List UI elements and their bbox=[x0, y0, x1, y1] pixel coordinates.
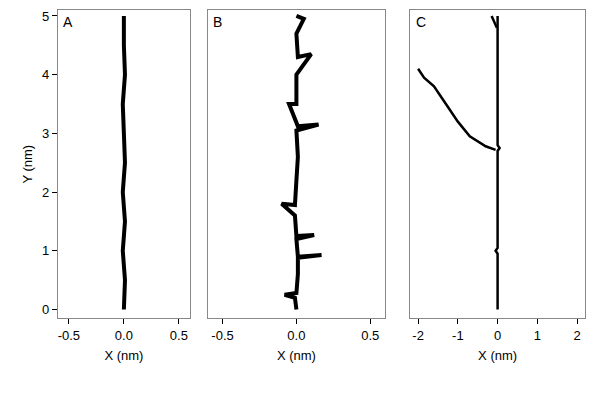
svg-text:X (nm): X (nm) bbox=[478, 348, 517, 363]
svg-text:3: 3 bbox=[42, 126, 49, 141]
svg-text:1: 1 bbox=[42, 243, 49, 258]
svg-text:-1: -1 bbox=[452, 328, 464, 343]
svg-text:-0.5: -0.5 bbox=[211, 328, 233, 343]
svg-text:1: 1 bbox=[534, 328, 541, 343]
svg-text:0.5: 0.5 bbox=[361, 328, 379, 343]
svg-text:B: B bbox=[213, 14, 222, 30]
svg-text:0.5: 0.5 bbox=[170, 328, 188, 343]
svg-text:2: 2 bbox=[42, 185, 49, 200]
svg-text:2: 2 bbox=[573, 328, 580, 343]
svg-text:0: 0 bbox=[494, 328, 501, 343]
svg-text:A: A bbox=[63, 14, 73, 30]
svg-text:X (nm): X (nm) bbox=[277, 348, 316, 363]
svg-text:-2: -2 bbox=[412, 328, 424, 343]
svg-text:-0.5: -0.5 bbox=[58, 328, 80, 343]
svg-text:0.0: 0.0 bbox=[115, 328, 133, 343]
svg-text:X (nm): X (nm) bbox=[104, 348, 143, 363]
svg-text:0: 0 bbox=[42, 302, 49, 317]
svg-text:4: 4 bbox=[42, 67, 49, 82]
svg-text:5: 5 bbox=[42, 9, 49, 24]
svg-text:Y (nm): Y (nm) bbox=[20, 145, 35, 184]
svg-text:C: C bbox=[416, 14, 426, 30]
svg-text:0.0: 0.0 bbox=[287, 328, 305, 343]
